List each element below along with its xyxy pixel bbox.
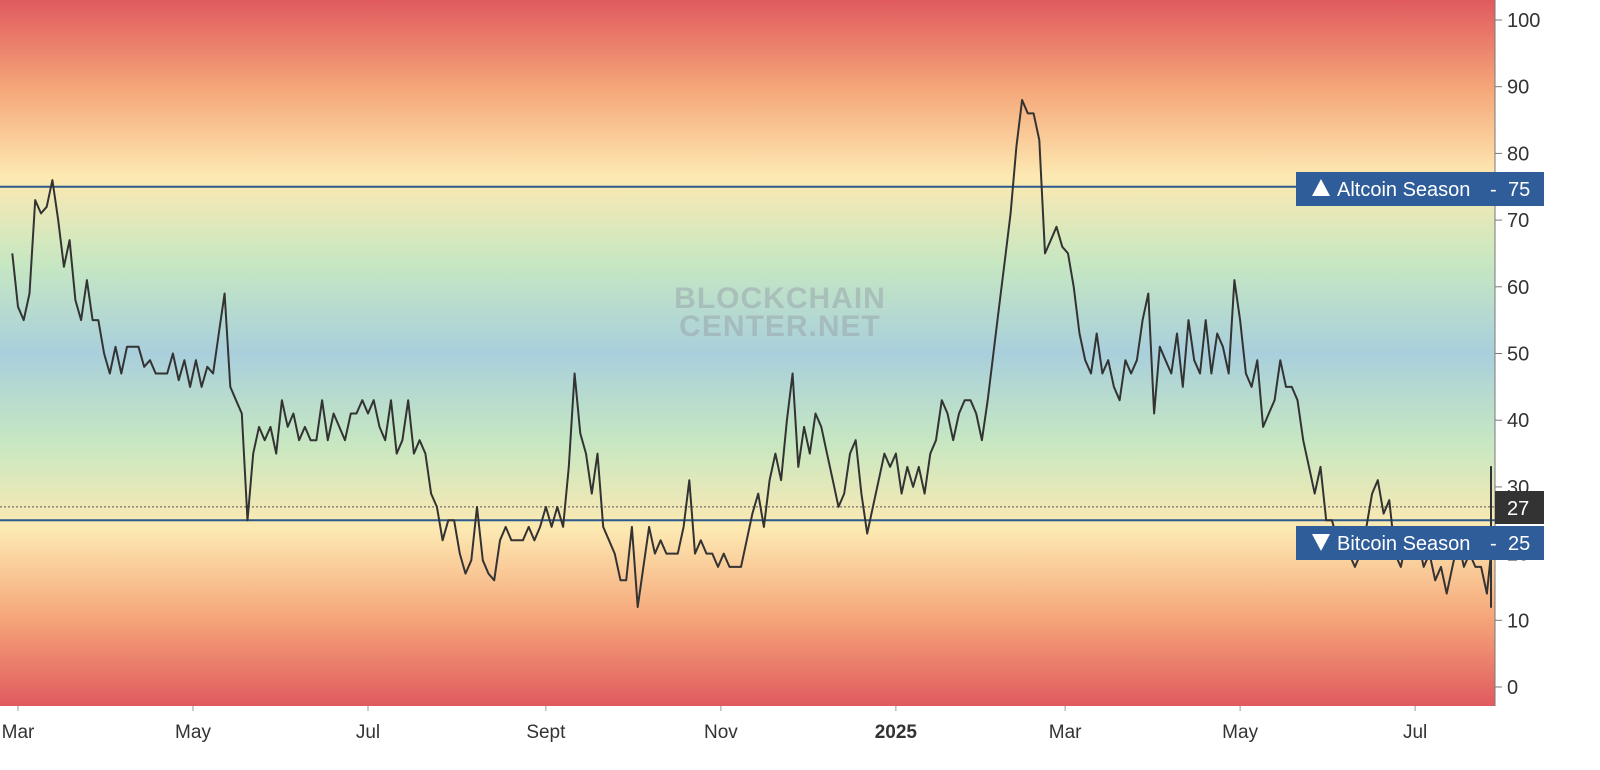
x-tick-label: Nov bbox=[704, 722, 738, 743]
x-axis-ticks: Mar May Jul Sept Nov 2025 Mar May Jul bbox=[2, 706, 1427, 743]
bitcoin-season-dash: - bbox=[1490, 533, 1497, 555]
x-tick-label: Mar bbox=[1049, 722, 1082, 743]
plot-background bbox=[0, 0, 1495, 706]
y-tick-label: 90 bbox=[1507, 77, 1529, 99]
x-tick-label: May bbox=[175, 722, 211, 743]
y-tick-label: 60 bbox=[1507, 277, 1529, 299]
current-value-tag-bg bbox=[1495, 491, 1544, 524]
x-tick-label: Mar bbox=[2, 722, 35, 743]
y-axis-strip bbox=[1495, 0, 1600, 706]
reference-lines bbox=[0, 185, 1495, 522]
altcoin-season-tag: Altcoin Season 75 - bbox=[1296, 172, 1544, 206]
y-tick-label: 70 bbox=[1507, 210, 1529, 232]
current-value-tag: 27 bbox=[1495, 491, 1544, 524]
watermark-line-1: BLOCKCHAIN bbox=[674, 282, 886, 315]
x-axis-strip bbox=[0, 706, 1600, 770]
y-tick-label: 0 bbox=[1507, 677, 1518, 699]
bitcoin-season-tag: Bitcoin Season - 25 bbox=[1296, 526, 1544, 560]
bitcoin-season-value: 25 bbox=[1508, 533, 1530, 555]
x-tick-label: 2025 bbox=[875, 722, 918, 743]
altcoin-season-value: 75 bbox=[1508, 179, 1530, 201]
bitcoin-season-label: Bitcoin Season bbox=[1337, 533, 1470, 555]
altcoin-season-label: Altcoin Season bbox=[1337, 179, 1470, 201]
y-tick-label: 10 bbox=[1507, 610, 1529, 632]
x-tick-label: Jul bbox=[1403, 722, 1427, 743]
altcoin-season-dash: - bbox=[1490, 179, 1497, 201]
bitcoin-season-tag-bg bbox=[1296, 526, 1544, 560]
y-tick-label: 40 bbox=[1507, 410, 1529, 432]
watermark-line-2: CENTER.NET bbox=[679, 310, 881, 343]
down-triangle-icon bbox=[1312, 534, 1330, 551]
y-tick-label: 50 bbox=[1507, 344, 1529, 366]
watermark: BLOCKCHAIN CENTER.NET bbox=[674, 282, 886, 343]
current-value-label: 27 bbox=[1507, 498, 1529, 520]
altcoin-season-tag-bg bbox=[1296, 172, 1544, 206]
up-triangle-icon bbox=[1312, 179, 1330, 196]
y-tick-label: 80 bbox=[1507, 143, 1529, 165]
x-tick-label: Sept bbox=[526, 722, 566, 743]
x-tick-label: May bbox=[1222, 722, 1258, 743]
x-tick-label: Jul bbox=[356, 722, 380, 743]
y-tick-label: 100 bbox=[1507, 10, 1540, 32]
index-series-line bbox=[11, 99, 1492, 608]
